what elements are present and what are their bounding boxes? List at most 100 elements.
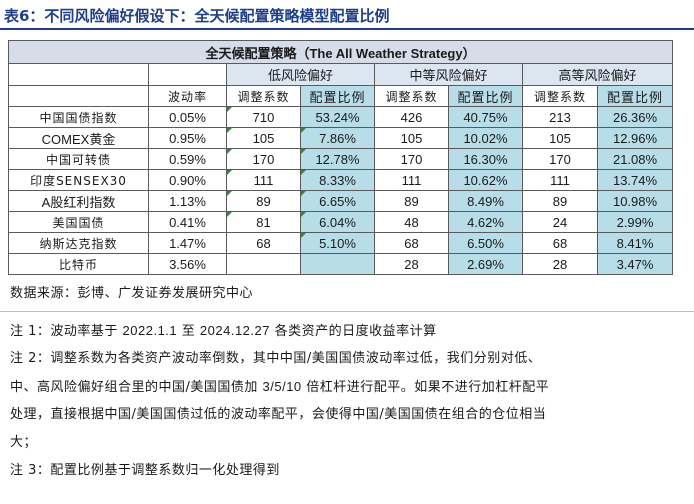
high-pct-cell: 2.99% [596,211,674,233]
mid-pct-cell: 10.02% [448,127,523,149]
table-row: 中国可转债 0.59% 170 12.78% 170 16.30% 170 21.08% [8,148,674,170]
group-header-row: 低风险偏好 中等风险偏好 高等风险偏好 [8,63,674,86]
note-2-leverage-ratios: 3/5/10 [262,379,302,394]
low-pct-cell [300,253,375,275]
high-coef-cell: 105 [522,127,598,149]
high-pct-cell: 10.98% [596,190,674,212]
mid-pct-cell: 2.69% [448,253,523,275]
high-coef-cell: 111 [522,169,598,191]
volatility-cell: 0.41% [148,211,227,233]
table-caption: 表6：不同风险偏好假设下：全天候配置策略模型配置比例 [4,7,390,25]
low-pct-header: 配置比例 [300,85,375,107]
note-1-start-date: 2022.1.1 [122,323,178,338]
table-row: 纳斯达克指数 1.47% 68 5.10% 68 6.50% 68 8.41% [8,232,674,254]
note-2-line-4: 大； [10,435,38,450]
table-caption-bar: 表6：不同风险偏好假设下：全天候配置策略模型配置比例 [0,0,694,30]
table-row: 比特币 3.56% 28 2.69% 28 3.47% [8,253,674,275]
low-pct-cell: 6.04% [300,211,375,233]
note-1-end-date: 2024.12.27 [199,323,270,338]
note-2-line-3: 处理，直接根据中国/美国国债过低的波动率配平，会使得中国/美国国债在组合的仓位相… [10,407,547,422]
high-pct-cell: 12.96% [596,127,674,149]
high-coef-cell: 170 [522,148,598,170]
source-note: 数据来源：彭博、广发证券发展研究中心 [10,286,254,301]
mid-pct-header: 配置比例 [448,85,523,107]
note-2-line-2: 中、高风险偏好组合里的中国/美国国债加 3/5/10 倍杠杆进行配平。如果不进行… [10,373,686,401]
group-low-risk: 低风险偏好 [226,63,375,86]
mid-pct-cell: 4.62% [448,211,523,233]
high-pct-cell: 26.36% [596,106,674,128]
strategy-title-en: （The All Weather Strategy） [296,45,476,61]
high-pct-header: 配置比例 [596,85,674,107]
low-coef-cell: 111 [226,169,301,191]
asset-name-cell: 美国国债 [8,211,149,233]
strategy-title-cn: 全天候配置策略 [205,46,297,62]
asset-name-cell: 比特币 [8,253,149,275]
asset-name-cell: COMEX黄金 [8,127,149,149]
group-high-risk: 高等风险偏好 [521,63,674,86]
mid-coef-cell: 89 [374,190,449,212]
allocation-table-container: 全天候配置策略（The All Weather Strategy） 低风险偏好 … [7,40,674,275]
high-coef-cell: 68 [522,232,598,254]
low-coef-cell [226,253,301,275]
low-pct-cell: 7.86% [300,127,375,149]
asset-name-cell: 中国国债指数 [8,106,149,128]
mid-coef-cell: 111 [374,169,449,191]
strategy-title-cell: 全天候配置策略（The All Weather Strategy） [7,40,674,64]
allocation-table: 全天候配置策略（The All Weather Strategy） 低风险偏好 … [7,40,674,275]
asset-name-cell: 印度SENSEX30 [8,169,149,191]
note-1: 注 1：波动率基于 2022.1.1 至 2024.12.27 各类资产的日度收… [10,317,437,345]
low-pct-cell: 53.24% [300,106,375,128]
high-pct-cell: 13.74% [596,169,674,191]
mid-coef-header: 调整系数 [374,85,449,107]
note-2-line-2-a: 中、高风险偏好组合里的中国/美国国债加 [10,380,263,395]
low-coef-cell: 81 [226,211,301,233]
notes-divider [0,311,694,312]
mid-pct-cell: 8.49% [448,190,523,212]
note-3: 注 3：配置比例基于调整系数归一化处理得到 [10,457,280,485]
table-row: 中国国债指数 0.05% 710 53.24% 426 40.75% 213 26.36% [8,106,674,128]
note-1-part-e: 各类资产的日度收益率计算 [270,324,437,339]
mid-pct-cell: 10.62% [448,169,523,191]
mid-coef-cell: 105 [374,127,449,149]
table-row: 印度SENSEX30 0.90% 111 8.33% 111 10.62% 111 13.74… [8,169,674,191]
high-pct-cell: 3.47% [596,253,674,275]
low-coef-cell: 89 [226,190,301,212]
low-coef-cell: 68 [226,232,301,254]
low-pct-cell: 8.33% [300,169,375,191]
mid-pct-cell: 16.30% [448,148,523,170]
low-coef-cell: 170 [226,148,301,170]
mid-coef-cell: 426 [374,106,449,128]
high-pct-cell: 8.41% [596,232,674,254]
low-pct-cell: 12.78% [300,148,375,170]
note-1-part-a: 注 1：波动率基于 [10,324,123,339]
note-1-part-c: 至 [177,324,200,339]
note-2-line-2-c: 倍杠杆进行配平。如果不进行加杠杆配平 [301,380,550,395]
note-2-line-1: 注 2：调整系数为各类资产波动率倒数，其中中国/美国国债波动率过低，我们分别对低… [10,351,542,366]
asset-name-cell: A股红利指数 [8,190,149,212]
high-coef-cell: 24 [522,211,598,233]
volatility-cell: 1.47% [148,232,227,254]
asset-header-blank [8,85,149,107]
low-coef-cell: 710 [226,106,301,128]
sub-header-row: 波动率 调整系数 配置比例 调整系数 配置比例 调整系数 配置比例 [8,85,674,107]
note-2: 注 2：调整系数为各类资产波动率倒数，其中中国/美国国债波动率过低，我们分别对低… [10,345,686,457]
volatility-cell: 1.13% [148,190,227,212]
asset-name-cell: 中国可转债 [8,148,149,170]
high-pct-cell: 21.08% [596,148,674,170]
high-coef-cell: 89 [522,190,598,212]
high-coef-cell: 28 [522,253,598,275]
low-coef-cell: 105 [226,127,301,149]
note-3-text: 注 3：配置比例基于调整系数归一化处理得到 [10,463,280,478]
strategy-title-row: 全天候配置策略（The All Weather Strategy） [7,40,674,64]
low-pct-cell: 6.65% [300,190,375,212]
volatility-cell: 0.95% [148,127,227,149]
volatility-cell: 0.90% [148,169,227,191]
asset-name-cell: 纳斯达克指数 [8,232,149,254]
table-row: COMEX黄金 0.95% 105 7.86% 105 10.02% 105 12.96% [8,127,674,149]
mid-coef-cell: 48 [374,211,449,233]
high-coef-header: 调整系数 [522,85,598,107]
mid-coef-cell: 68 [374,232,449,254]
mid-coef-cell: 28 [374,253,449,275]
low-pct-cell: 5.10% [300,232,375,254]
volatility-cell: 0.05% [148,106,227,128]
